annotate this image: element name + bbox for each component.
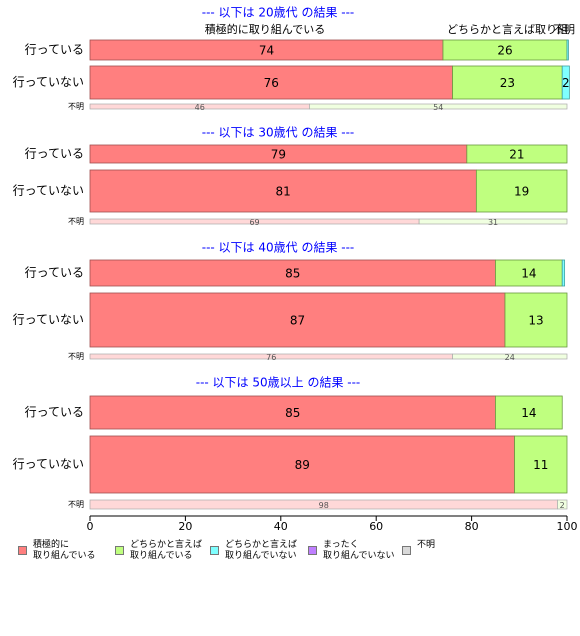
x-tick-label: 80 bbox=[465, 520, 479, 533]
row-label: 行っていない bbox=[13, 457, 84, 471]
panel-title: --- 以下は 20歳代 の結果 --- bbox=[202, 6, 355, 20]
legend-swatch bbox=[18, 546, 27, 555]
unknown-data-label: 46 bbox=[195, 103, 205, 112]
data-label: 81 bbox=[276, 185, 291, 199]
unknown-row-label: 不明 bbox=[68, 217, 84, 226]
header-label-active: 積極的に取り組んでいる bbox=[205, 22, 325, 36]
unknown-segment bbox=[418, 218, 568, 225]
row-label: 行っていない bbox=[13, 313, 84, 327]
data-label: 85 bbox=[285, 267, 300, 281]
header-label-somewhat: どちらかと言えば取り組 bbox=[447, 23, 568, 36]
legend-swatch bbox=[115, 546, 124, 555]
data-label: 26 bbox=[497, 44, 512, 58]
unknown-segment bbox=[452, 353, 568, 360]
unknown-segment bbox=[309, 103, 568, 110]
bar-segment bbox=[495, 259, 563, 287]
bar-segment bbox=[89, 435, 515, 494]
bar-segment bbox=[89, 169, 477, 213]
row-label: 行っていない bbox=[13, 184, 84, 198]
bar-segment bbox=[561, 259, 566, 287]
bar-segment bbox=[495, 395, 563, 430]
legend-item: どちらかと言えば 取り組んでいない bbox=[210, 540, 297, 562]
legend-item: 積極的に 取り組んでいる bbox=[18, 540, 96, 562]
legend-label: どちらかと言えば 取り組んでいる bbox=[130, 540, 203, 561]
unknown-row-label: 不明 bbox=[68, 352, 84, 361]
data-label: 14 bbox=[521, 406, 536, 420]
unknown-data-label: 24 bbox=[505, 353, 515, 362]
x-tick-label: 20 bbox=[178, 520, 192, 533]
bar-segment bbox=[566, 39, 569, 61]
legend-swatch bbox=[308, 546, 317, 555]
unknown-row-label: 不明 bbox=[68, 500, 84, 509]
data-label: 74 bbox=[259, 44, 274, 58]
bar-segment bbox=[514, 435, 568, 494]
data-label: 85 bbox=[285, 406, 300, 420]
bar-segment bbox=[89, 292, 506, 348]
legend-item: まったく 取り組んでいない bbox=[308, 540, 395, 562]
row-label: 行っている bbox=[25, 266, 84, 280]
legend-label: 積極的に 取り組んでいる bbox=[33, 540, 96, 561]
x-tick-label: 40 bbox=[274, 520, 288, 533]
data-label: 87 bbox=[290, 314, 305, 328]
data-label: 19 bbox=[514, 185, 529, 199]
legend-swatch bbox=[402, 546, 411, 555]
bar-segment bbox=[504, 292, 568, 348]
panel-title: --- 以下は 30歳代 の結果 --- bbox=[202, 126, 355, 140]
legend-item: どちらかと言えば 取り組んでいる bbox=[115, 540, 202, 562]
data-label: 23 bbox=[500, 76, 515, 90]
x-tick-label: 60 bbox=[369, 520, 383, 533]
unknown-segment bbox=[557, 499, 568, 510]
legend: 積極的に 取り組んでいる どちらかと言えば 取り組んでいる どちらかと言えば 取り組… bbox=[18, 540, 578, 570]
x-tick-label: 100 bbox=[557, 520, 578, 533]
legend-swatch bbox=[210, 546, 219, 555]
unknown-row-label: 不明 bbox=[68, 102, 84, 111]
x-tick-label: 0 bbox=[87, 520, 94, 533]
data-label: 76 bbox=[264, 76, 279, 90]
unknown-data-label: 76 bbox=[266, 353, 276, 362]
unknown-data-label: 69 bbox=[249, 218, 259, 227]
panel-title: --- 以下は 40歳代 の結果 --- bbox=[202, 241, 355, 255]
data-label: 14 bbox=[521, 267, 536, 281]
unknown-data-label: 54 bbox=[433, 103, 443, 112]
unknown-data-label: 98 bbox=[319, 501, 329, 510]
data-label: 2 bbox=[562, 76, 570, 90]
row-label: 行っていない bbox=[13, 75, 84, 89]
panel-title: --- 以下は 50歳以上 の結果 --- bbox=[196, 376, 361, 390]
legend-label: どちらかと言えば 取り組んでいない bbox=[225, 540, 298, 561]
bar-segment bbox=[561, 65, 570, 100]
unknown-data-label: 31 bbox=[488, 218, 498, 227]
row-label: 行っている bbox=[25, 147, 84, 161]
row-label: 行っている bbox=[25, 405, 84, 419]
data-label: 13 bbox=[528, 314, 543, 328]
unknown-data-label: 2 bbox=[560, 501, 565, 510]
data-label: 79 bbox=[271, 148, 286, 162]
data-label: 89 bbox=[295, 458, 310, 472]
bar-segment bbox=[466, 144, 568, 164]
bar-segment bbox=[475, 169, 568, 213]
row-label: 行っている bbox=[25, 43, 84, 57]
legend-label: まったく 取り組んでいない bbox=[323, 540, 395, 561]
header-label-unknown: 不明 bbox=[553, 23, 575, 36]
legend-label: 不明 bbox=[417, 540, 436, 550]
data-label: 11 bbox=[533, 458, 548, 472]
legend-item: 不明 bbox=[402, 540, 435, 555]
data-label: 21 bbox=[509, 148, 524, 162]
